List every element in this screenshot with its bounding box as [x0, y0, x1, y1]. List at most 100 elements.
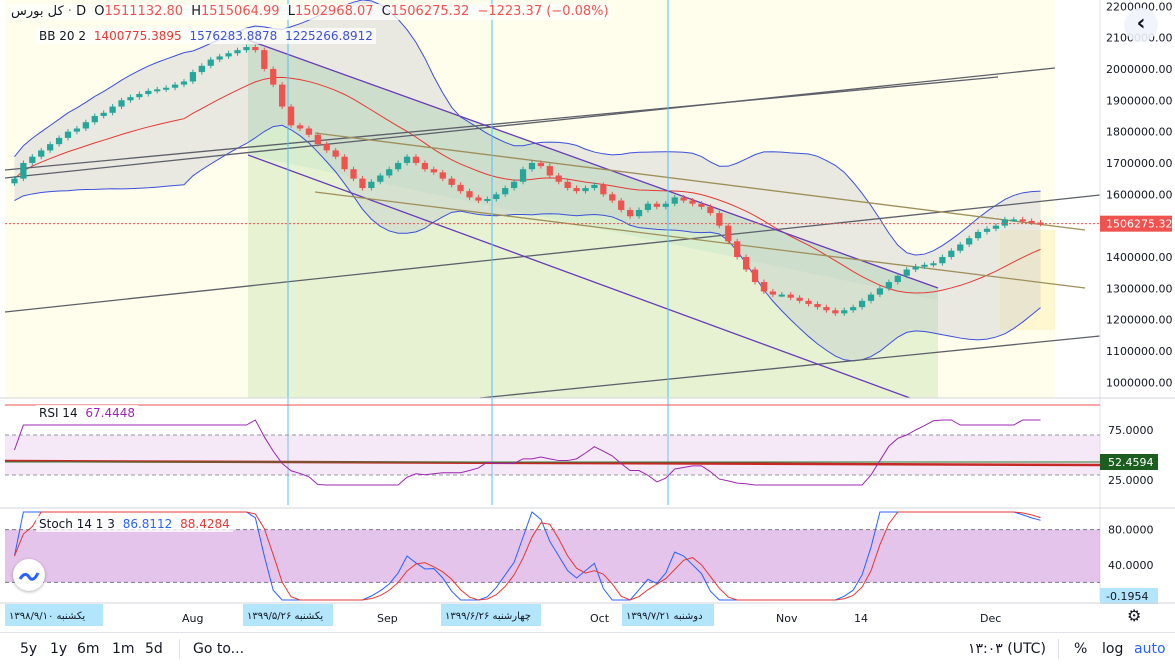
bottom-toolbar: 5y 1y 6m 1m 5d Go to... ۱۳:۰۳ (UTC) % lo… — [0, 632, 1175, 665]
percent-toggle[interactable]: % — [1074, 641, 1088, 657]
candle-body — [858, 300, 866, 308]
candle-body — [171, 84, 179, 88]
time-display[interactable]: ۱۳:۰۳ (UTC) — [968, 641, 1046, 657]
gear-icon[interactable]: ⚙ — [1127, 606, 1142, 625]
price-tick-label: 1800000.00 — [1106, 126, 1172, 139]
candle-body — [609, 194, 616, 201]
candle-body — [992, 225, 1000, 229]
goto-button[interactable]: Go to... — [193, 641, 245, 657]
candle-body — [502, 188, 509, 195]
channel-fill — [248, 40, 938, 398]
price-tick-label: 1200000.00 — [1106, 314, 1172, 327]
candle-body — [885, 282, 892, 289]
last-price-badge — [1100, 215, 1172, 232]
collapse-arrow-icon[interactable]: ‹ — [1124, 8, 1158, 42]
candle-body — [1037, 222, 1044, 225]
tf-5y-button[interactable]: 5y — [20, 641, 38, 657]
stoch-legend[interactable]: Stoch 14 1 3 86.8112 88.4284 — [36, 516, 233, 532]
l-label: L — [287, 4, 295, 19]
candle-body — [510, 181, 518, 189]
candle-body — [671, 197, 678, 204]
date-badge-label: دوشنبه ۱۳۹۹/۷/۲۱ — [626, 611, 703, 622]
rsi-legend[interactable]: RSI 14 67.4448 — [36, 405, 139, 421]
candle-body — [867, 294, 875, 301]
auto-toggle[interactable]: auto — [1134, 641, 1166, 657]
candle-body — [903, 269, 910, 276]
bb-upper: 1576283.8878 — [189, 29, 278, 43]
toolbar-divider — [1058, 639, 1059, 659]
candle-body — [974, 231, 982, 239]
tf-1m-button[interactable]: 1m — [112, 641, 135, 657]
interval-label: D — [76, 4, 87, 19]
stoch-tick-label: 80.0000 — [1108, 524, 1154, 537]
trendline-bottom — [479, 335, 1101, 399]
toolbar-divider — [179, 639, 180, 659]
bb-upper-line — [14, 0, 1041, 256]
price-tick-label: 1400000.00 — [1106, 251, 1172, 264]
candle-body — [296, 125, 304, 129]
candle-body — [528, 162, 536, 170]
candle-body — [225, 53, 232, 57]
bb-legend[interactable]: BB 20 2 1400775.3895 1576283.8878 122526… — [36, 28, 376, 44]
symbol-name: کل بورس — [11, 4, 64, 19]
candle-body — [537, 162, 545, 167]
time-tick-label: Nov — [776, 612, 798, 625]
c-label: C — [381, 4, 391, 19]
candle-body — [11, 178, 18, 184]
date-badge — [441, 604, 541, 626]
candle-body — [555, 175, 562, 182]
price-tick-label: 1900000.00 — [1106, 94, 1172, 107]
date-badge — [622, 604, 714, 626]
log-toggle[interactable]: log — [1102, 641, 1124, 657]
candle-body — [55, 137, 63, 145]
bb-band-fill — [14, 0, 1041, 361]
bb-name: BB 20 2 — [39, 29, 86, 43]
price-axis-bg — [1100, 0, 1175, 632]
candle-body — [359, 178, 366, 189]
candle-body — [163, 87, 170, 90]
candle-body — [778, 294, 785, 297]
candle-body — [546, 166, 553, 176]
candle-body — [243, 47, 250, 51]
tf-1y-button[interactable]: 1y — [50, 641, 68, 657]
candle-body — [591, 184, 598, 189]
candle-body — [198, 65, 205, 73]
l-value: 1502968.07 — [294, 4, 374, 19]
price-tick-label: 2000000.00 — [1106, 63, 1172, 76]
stoch-current-badge — [1100, 588, 1158, 604]
tf-6m-button[interactable]: 6m — [77, 641, 100, 657]
candle-body — [912, 266, 919, 270]
candle-body — [689, 200, 696, 204]
trendline-upper-2 — [4, 76, 999, 171]
candle-body — [1001, 219, 1008, 226]
candle-body — [805, 300, 812, 304]
bb-lower-line — [14, 124, 1041, 362]
candle-body — [644, 203, 652, 210]
candle-body — [136, 94, 143, 98]
candle-body — [154, 89, 161, 92]
candle-body — [403, 156, 411, 163]
date-badge-label: یکشنبه ۱۳۹۸/۹/۱۰ — [9, 611, 85, 622]
date-badge — [5, 604, 103, 626]
c-value: 1506275.32 — [390, 4, 470, 19]
candle-body — [287, 106, 295, 126]
stoch-k: 86.8112 — [122, 517, 173, 531]
candle-body — [983, 228, 991, 232]
change-value: −1223.37 (−0.08%) — [477, 4, 609, 19]
stoch-d-line — [13, 511, 1041, 601]
tradingview-logo-icon[interactable] — [13, 559, 45, 591]
candle-body — [493, 194, 500, 199]
candle-body — [466, 191, 473, 198]
fib-zone-band — [1000, 230, 1055, 330]
rsi-line — [13, 419, 1041, 486]
tf-5d-button[interactable]: 5d — [145, 641, 163, 657]
candle-body — [127, 97, 134, 101]
candle-body — [939, 256, 946, 264]
price-tick-label: 1600000.00 — [1106, 188, 1172, 201]
candle-body — [760, 282, 768, 292]
h-value: 1515064.99 — [200, 4, 280, 19]
candle-body — [47, 144, 54, 151]
stoch-name: Stoch 14 1 3 — [39, 517, 115, 531]
